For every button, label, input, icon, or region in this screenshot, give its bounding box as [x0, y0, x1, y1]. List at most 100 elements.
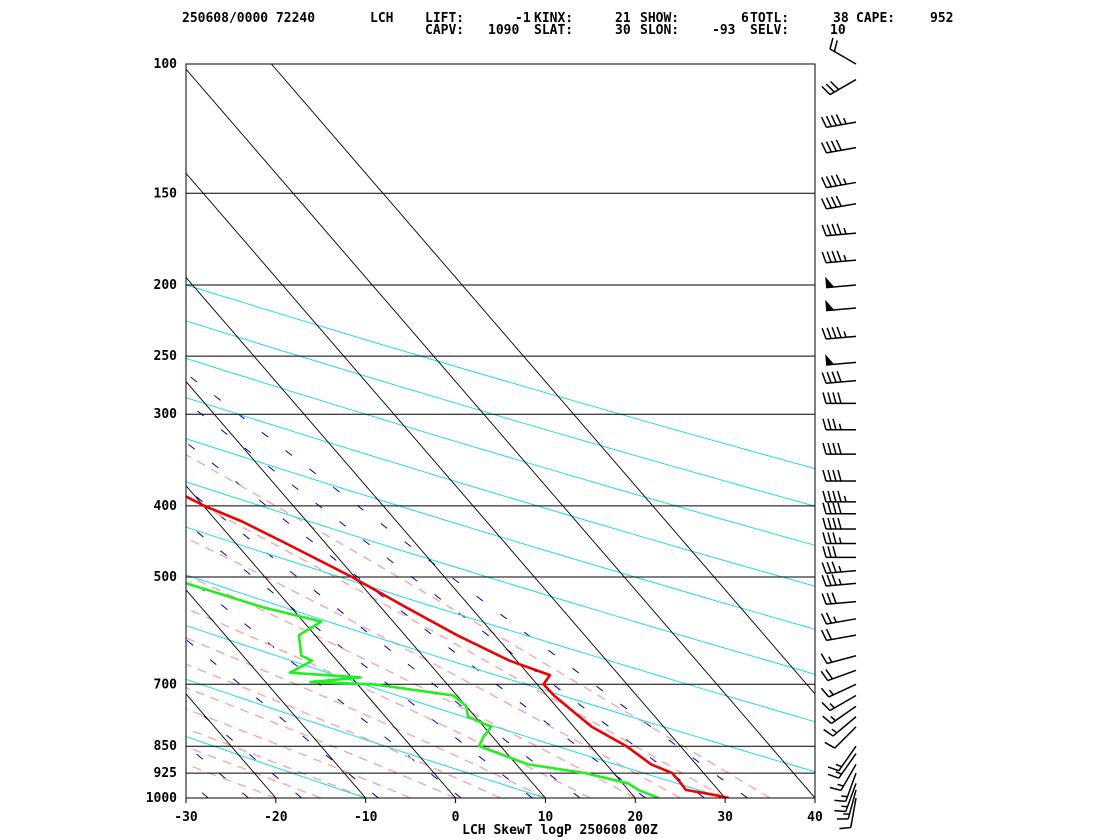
wind-barb-half-feather — [843, 495, 847, 503]
pressure-label-150: 150 — [154, 186, 178, 201]
wind-barb-half-feather — [842, 117, 847, 125]
wind-barb-half-feather — [831, 728, 838, 734]
pressure-label-1000: 1000 — [146, 791, 177, 806]
wind-barb-38 — [820, 114, 857, 129]
wind-barb-32 — [825, 276, 857, 289]
header-selv_l: SELV: — [750, 23, 790, 38]
wind-barb-15 — [820, 612, 857, 625]
profiles — [186, 494, 729, 798]
wind-barb-feather — [832, 490, 837, 503]
mixing-ratio-13 — [0, 64, 82, 798]
header-totl_l: TOTL: — [750, 11, 790, 26]
wind-barb-feather — [830, 114, 837, 126]
wind-barb-40 — [829, 37, 857, 65]
header-lift_v: -1 — [515, 11, 531, 26]
wind-barb-feather — [826, 251, 832, 263]
wind-barb-staff — [828, 683, 857, 698]
wind-barb-feather — [822, 418, 827, 430]
isotherm-50 — [271, 64, 815, 695]
sounding-header: 250608/0000 72240 LCH LIFT: -1 KINX: 21 SHOW: 6… — [0, 0, 1120, 40]
isotherm--50 — [0, 64, 6, 798]
moist-adiabat-5 — [186, 663, 501, 798]
wind-barb-feather — [831, 327, 837, 339]
temperature-tick-labels: -30 -20 -10 0 10 20 30 40 — [174, 798, 823, 825]
wind-barb-feather — [831, 250, 837, 263]
wind-barb-feather — [831, 574, 837, 586]
wind-barb-23 — [822, 490, 856, 503]
wind-barb-feather — [832, 418, 837, 430]
wind-barb-feather — [822, 546, 827, 558]
wind-barb-5 — [827, 753, 857, 779]
wind-barb-half-feather — [830, 716, 837, 722]
wind-barb-2 — [834, 783, 857, 813]
wind-barb-14 — [820, 628, 857, 642]
wind-barb-13 — [820, 653, 857, 665]
wind-barb-feather — [822, 502, 827, 514]
wind-barb-39 — [821, 78, 857, 96]
isotherm-30 — [186, 172, 726, 798]
header-capv_v: 1090 — [488, 23, 520, 38]
wind-barb-feather — [823, 728, 834, 737]
wind-barb-feather — [821, 328, 827, 340]
wind-barb-feather — [822, 715, 832, 725]
wind-barb-31 — [825, 299, 857, 312]
temperature-label--10: -10 — [354, 810, 378, 825]
wind-barb-feather — [831, 371, 837, 383]
header-show_l: SHOW: — [640, 11, 680, 26]
wind-barb-feather — [827, 773, 840, 779]
wind-barb-feather — [830, 140, 837, 152]
mixing-ratio-12 — [0, 64, 58, 798]
header-capv_l: CAPV: — [425, 23, 465, 38]
mixing-ratio-14 — [0, 64, 143, 798]
wind-barb-17 — [821, 574, 857, 587]
wind-barb-staff — [850, 797, 857, 828]
wind-barb-feather — [835, 114, 842, 126]
wind-barb-feather — [835, 174, 842, 186]
temperature-label-20: 20 — [627, 810, 643, 825]
temperature-label-40: 40 — [807, 810, 823, 825]
header-slat_l: SLAT: — [534, 23, 574, 38]
wind-barb-feather — [834, 799, 846, 803]
wind-barb-feather — [827, 392, 832, 404]
dry-adiabat-90 — [186, 481, 815, 675]
header-slon_v: -93 — [712, 23, 736, 38]
chart-title: LCH SkewT logP 250608 00Z — [462, 823, 658, 838]
wind-barb-feather — [825, 197, 833, 209]
wind-barb-feather — [837, 502, 842, 514]
wind-barb-feather — [822, 442, 827, 455]
wind-barb-feather — [827, 546, 832, 558]
wind-barb-feather — [825, 669, 834, 680]
wind-barb-7 — [824, 726, 857, 749]
wind-barb-9 — [822, 705, 857, 725]
wind-barb-28 — [821, 370, 857, 384]
wind-barb-34 — [821, 223, 857, 237]
wind-barb-feather — [826, 327, 832, 339]
pressure-label-500: 500 — [154, 570, 178, 585]
wind-barb-feather — [837, 442, 842, 455]
wind-barb-feather — [822, 517, 827, 530]
temperature-label-0: 0 — [452, 810, 460, 825]
wind-barb-feather — [831, 561, 837, 573]
wind-barb-half-feather — [829, 703, 835, 709]
wind-barb-feather — [830, 175, 837, 187]
wind-barb-feather — [820, 653, 828, 664]
wind-barb-feather — [830, 80, 840, 91]
pressure-label-850: 850 — [154, 739, 178, 754]
wind-barb-35 — [820, 195, 857, 210]
dewpoint-profile — [186, 581, 660, 798]
wind-barb-feather — [825, 83, 835, 93]
wind-barb-feather — [837, 517, 842, 530]
header-id: 250608/0000 72240 — [182, 11, 316, 26]
wind-barb-18 — [821, 561, 857, 574]
wind-barb-half-feather — [838, 423, 842, 430]
wind-barb-24 — [822, 469, 856, 482]
wind-barb-feather — [832, 502, 837, 514]
wind-barb-16 — [821, 592, 857, 605]
wind-barb-feather — [829, 786, 842, 792]
isotherm--10 — [186, 589, 367, 798]
wind-barb-feather — [820, 177, 828, 188]
wind-barb-feather — [832, 546, 837, 558]
wind-barb-10 — [821, 694, 857, 712]
wind-barb-8 — [823, 716, 857, 737]
wind-barb-22 — [822, 502, 856, 515]
